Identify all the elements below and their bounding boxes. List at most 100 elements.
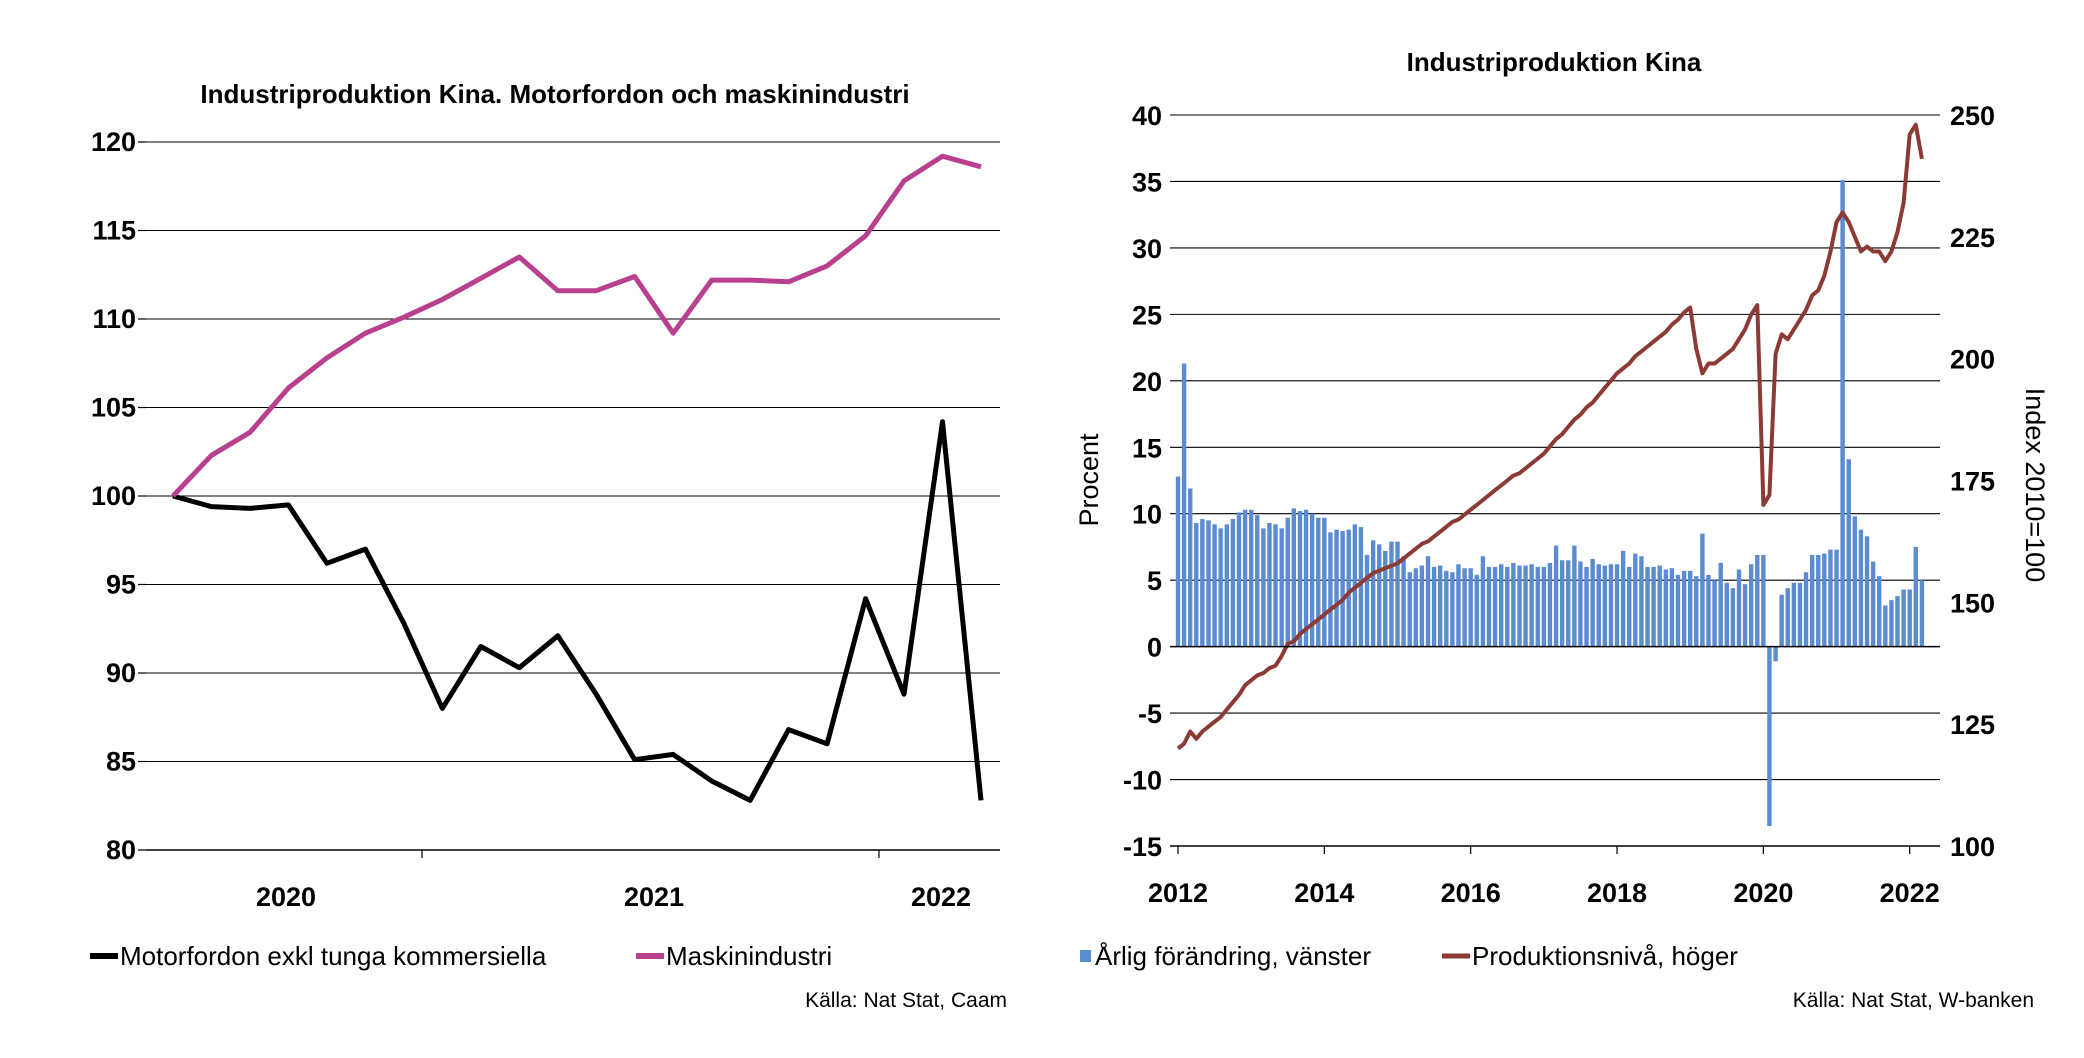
- bar: [1767, 646, 1772, 827]
- bar: [1389, 541, 1394, 647]
- right-left-y-tick-label: 15: [1132, 433, 1162, 463]
- bar: [1255, 515, 1260, 647]
- left-y-tick-label: 90: [106, 658, 136, 688]
- bar: [1877, 576, 1882, 647]
- legend-swatch-arlig-forandring: [1080, 950, 1091, 962]
- legend-label-maskinindustri: Maskinindustri: [666, 941, 832, 971]
- bar: [1864, 536, 1870, 647]
- bar: [1346, 529, 1351, 647]
- left-y-tick-label: 120: [91, 127, 136, 157]
- right-x-tick-label: 2012: [1148, 878, 1208, 908]
- right-x-tick-label: 2022: [1880, 878, 1940, 908]
- bar: [1377, 544, 1382, 647]
- bar: [1822, 553, 1827, 647]
- bar: [1840, 180, 1845, 647]
- bar: [1620, 550, 1626, 647]
- bar: [1614, 564, 1620, 647]
- bar: [1486, 566, 1492, 647]
- legend-label-arlig-forandring: Årlig förändring, vänster: [1095, 941, 1371, 971]
- legend-label-produktionsniva: Produktionsnivå, höger: [1472, 941, 1738, 971]
- bar: [1261, 528, 1266, 647]
- bar: [1297, 511, 1303, 647]
- bar: [1431, 566, 1437, 647]
- right-legend: Årlig förändring, vänster Produktionsniv…: [1080, 941, 1738, 971]
- bar: [1230, 519, 1236, 647]
- bar: [1706, 574, 1711, 647]
- right-left-y-tick-label: 40: [1132, 101, 1162, 131]
- right-right-y-tick-label: 225: [1950, 223, 1995, 253]
- left-series-line-0: [172, 419, 984, 803]
- bar: [1328, 532, 1333, 647]
- left-x-axis: 2020 2021 2022: [256, 850, 971, 912]
- right-chart: Industriproduktion Kina -15 -10 -5 0 5 10 15 20…: [1074, 47, 2050, 1012]
- right-right-y-tick-label: 175: [1950, 467, 1995, 497]
- bar: [1248, 509, 1254, 647]
- bar: [1919, 580, 1925, 647]
- right-left-y-tick-label: -15: [1123, 832, 1162, 862]
- left-legend: Motorfordon exkl tunga kommersiella Mask…: [90, 941, 832, 971]
- bar: [1669, 568, 1675, 647]
- bar: [1675, 574, 1681, 647]
- right-left-y-tick-label: 10: [1132, 500, 1162, 530]
- bar: [1419, 565, 1425, 647]
- right-y-axis-label-left: Procent: [1074, 433, 1104, 527]
- left-y-tick-label: 105: [91, 393, 136, 423]
- bar: [1907, 589, 1912, 647]
- bar: [1681, 570, 1687, 647]
- bar: [1633, 553, 1638, 647]
- bar: [1212, 524, 1217, 647]
- bar: [1370, 540, 1376, 647]
- right-line-series: [1176, 122, 1924, 751]
- right-grid: [1170, 114, 1940, 847]
- bar: [1688, 570, 1693, 647]
- right-right-y-tick-label: 100: [1950, 832, 1995, 862]
- bar: [1596, 564, 1601, 647]
- bar: [1511, 562, 1516, 647]
- bar: [1279, 528, 1284, 647]
- left-x-tick-label: 2021: [624, 882, 684, 912]
- bar: [1553, 545, 1559, 647]
- bar: [1755, 554, 1760, 647]
- right-left-y-tick-label: 25: [1132, 300, 1162, 330]
- left-y-tick-label: 115: [92, 216, 136, 246]
- bar: [1444, 570, 1449, 647]
- bar: [1267, 523, 1272, 647]
- bar: [1499, 564, 1504, 647]
- bar: [1383, 550, 1388, 647]
- right-right-y-tick-label: 200: [1950, 345, 1995, 375]
- bar: [1846, 459, 1851, 647]
- bar: [1407, 572, 1412, 647]
- bar: [1913, 546, 1918, 647]
- bar: [1480, 556, 1486, 647]
- bar: [1834, 549, 1839, 647]
- bar: [1889, 600, 1894, 647]
- bar: [1797, 582, 1803, 647]
- right-x-tick-label: 2020: [1733, 878, 1793, 908]
- left-chart-title: Industriproduktion Kina. Motorfordon och…: [200, 79, 909, 109]
- bar: [1316, 517, 1321, 647]
- bar: [1492, 566, 1498, 647]
- bar: [1218, 528, 1223, 647]
- bar: [1291, 508, 1297, 647]
- left-x-tick-label: 2022: [911, 882, 971, 912]
- right-bar-series: [1175, 180, 1925, 827]
- left-source: Källa: Nat Stat, Caam: [805, 989, 1007, 1012]
- left-series-line-1: [171, 153, 982, 498]
- bar: [1791, 582, 1797, 647]
- bar: [1413, 568, 1418, 647]
- bar: [1590, 558, 1595, 647]
- bar: [1608, 564, 1614, 647]
- bar: [1639, 556, 1644, 647]
- bar: [1334, 529, 1339, 647]
- bar: [1816, 554, 1821, 647]
- bar: [1340, 531, 1345, 647]
- right-left-y-axis: -15 -10 -5 0 5 10 15 20 25 30 35 40: [1123, 101, 1162, 862]
- right-left-y-tick-label: 0: [1147, 633, 1162, 663]
- bar: [1578, 561, 1583, 647]
- bar: [1517, 565, 1522, 647]
- bar: [1803, 572, 1809, 647]
- bar: [1468, 568, 1473, 647]
- bar: [1858, 529, 1864, 647]
- bar: [1883, 605, 1888, 647]
- bar: [1206, 520, 1211, 647]
